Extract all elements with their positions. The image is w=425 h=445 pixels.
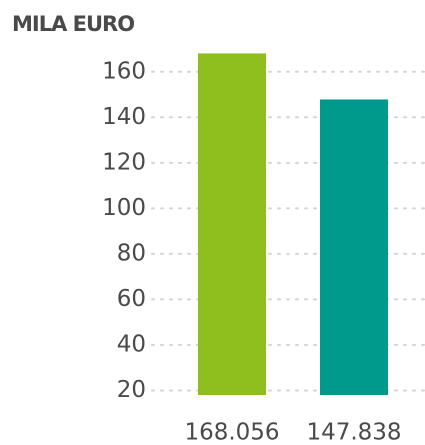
axis-title: MILA EURO bbox=[12, 12, 134, 36]
y-tick-label: 40 bbox=[117, 331, 146, 357]
y-tick-label: 140 bbox=[102, 104, 146, 130]
y-tick-label: 60 bbox=[117, 286, 146, 312]
value-label: 147.838 bbox=[306, 420, 401, 445]
y-tick-label: 20 bbox=[117, 377, 146, 403]
bar bbox=[198, 53, 266, 395]
bar bbox=[320, 99, 388, 396]
y-tick-label: 100 bbox=[102, 195, 146, 221]
y-tick-label: 80 bbox=[117, 240, 146, 266]
value-label: 168.056 bbox=[184, 420, 279, 445]
y-tick-label: 120 bbox=[102, 149, 146, 175]
y-tick-label: 160 bbox=[102, 58, 146, 84]
